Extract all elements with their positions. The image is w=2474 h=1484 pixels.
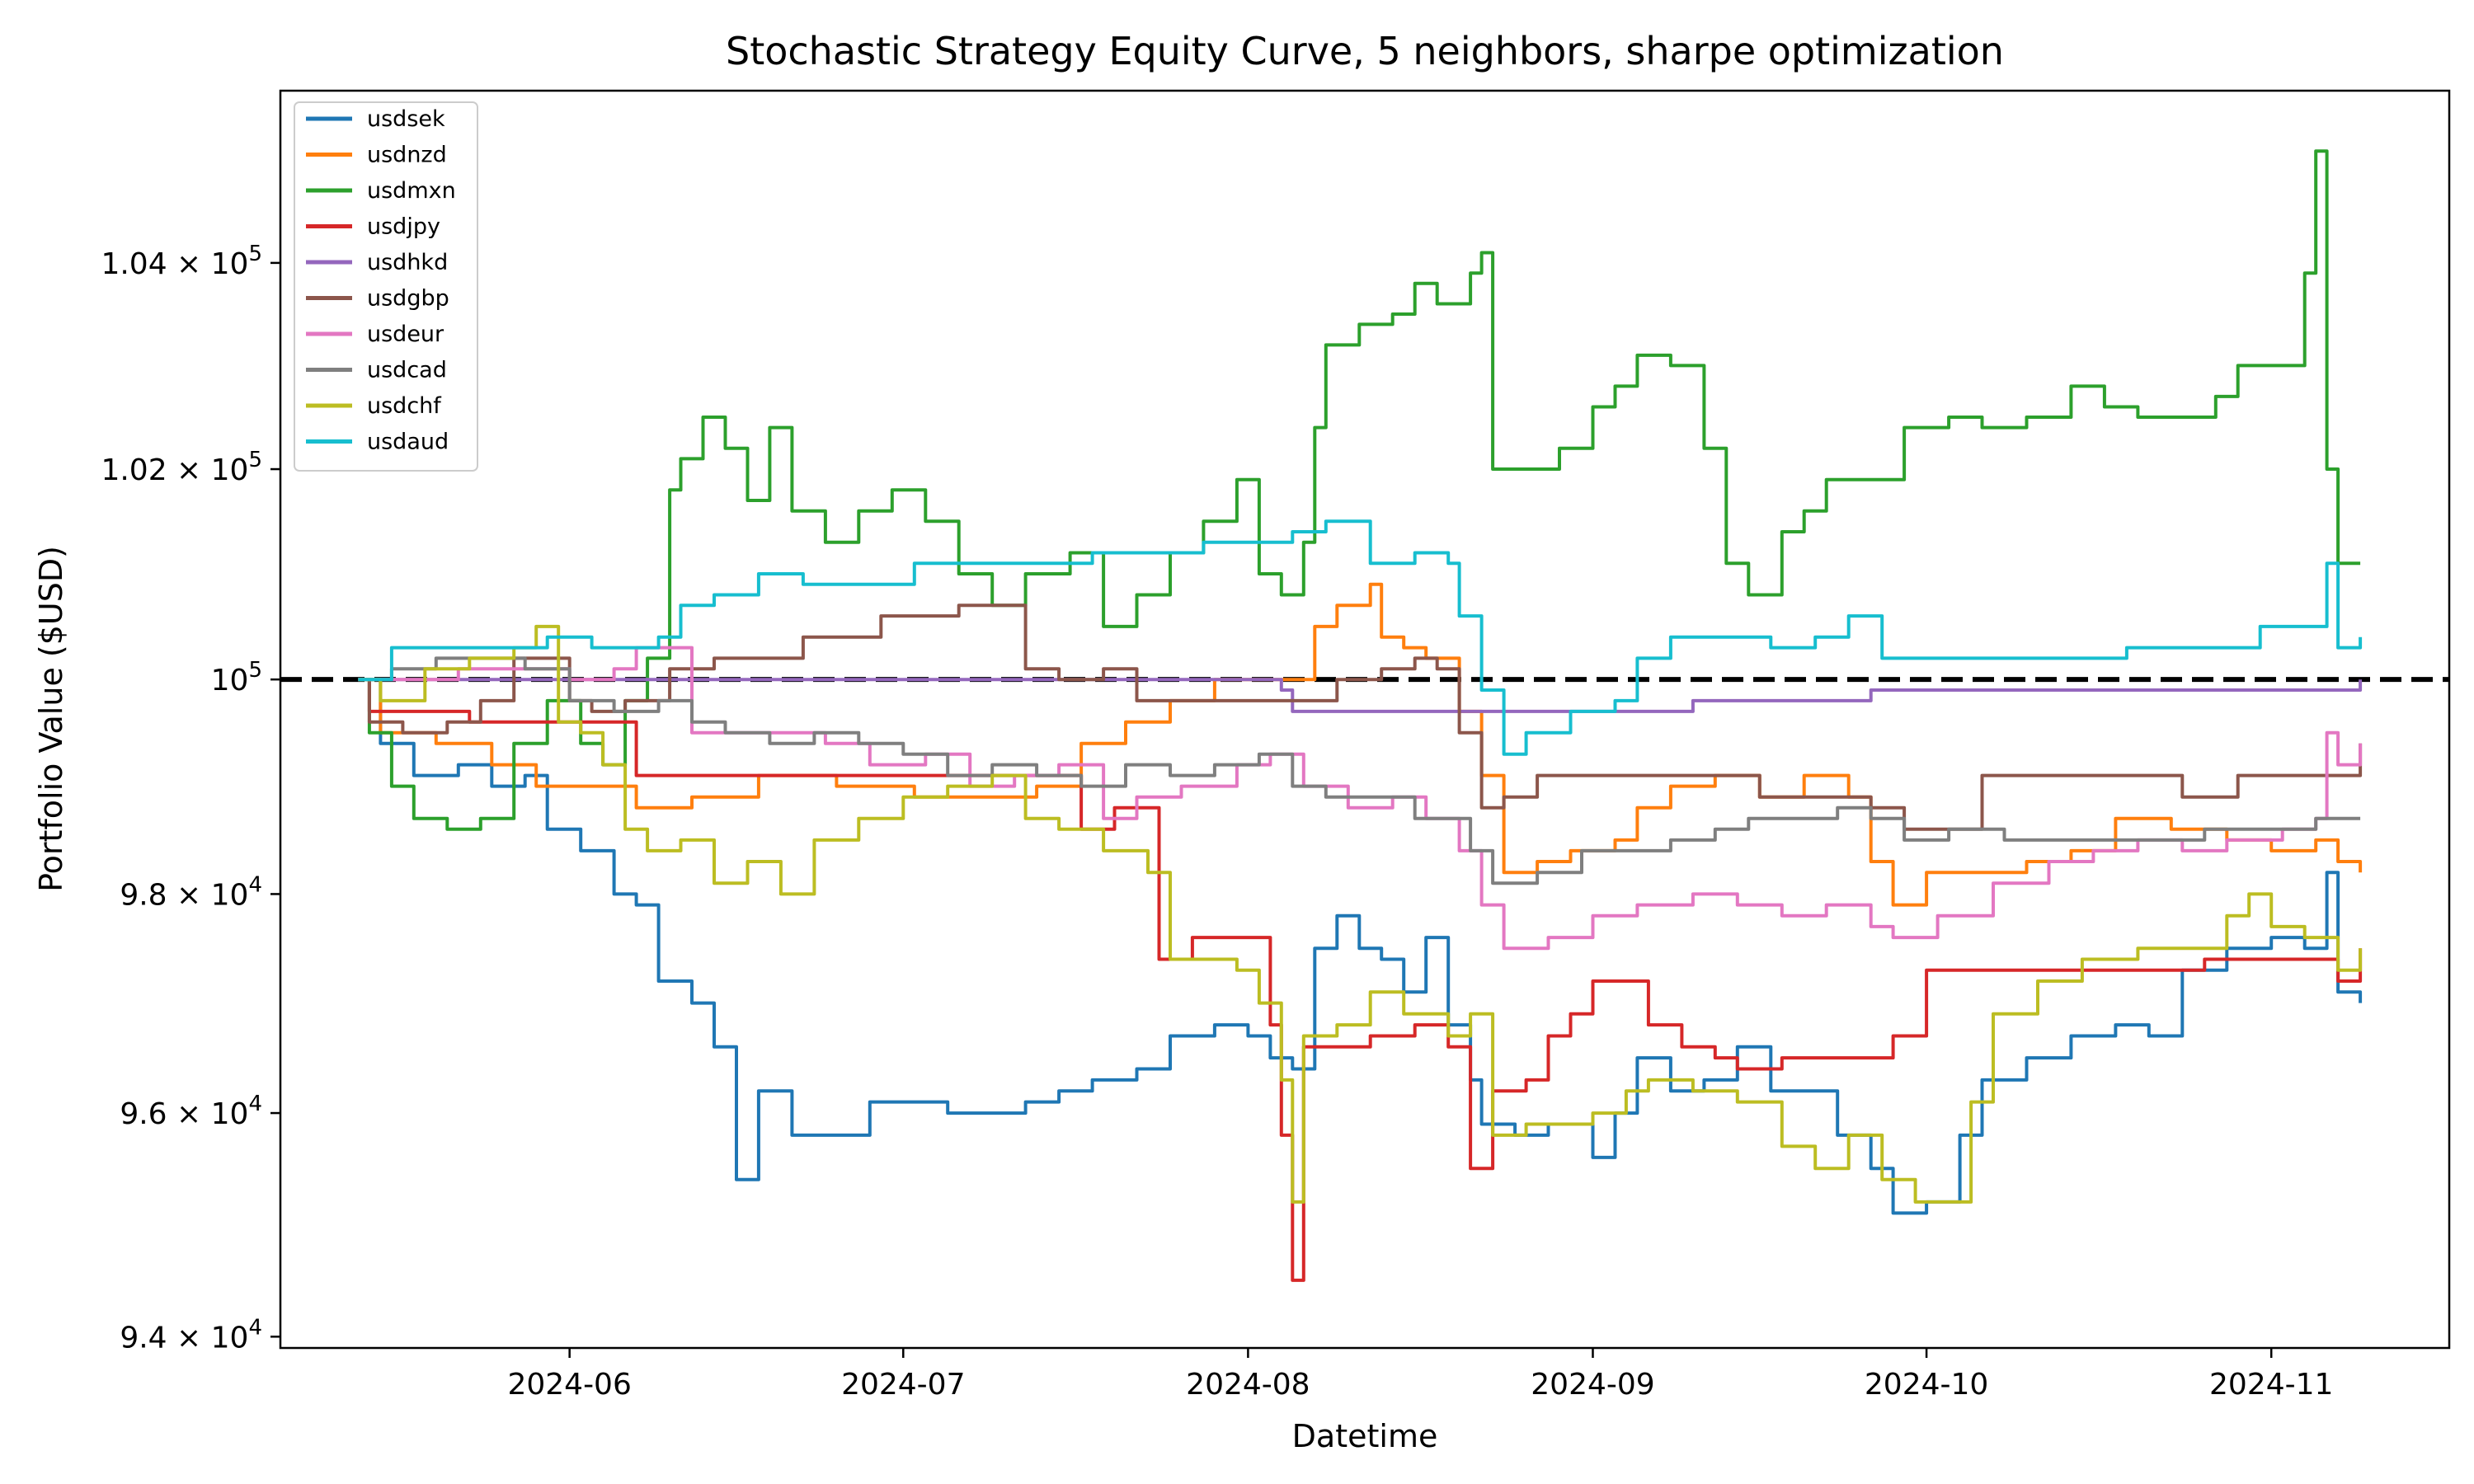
y-tick-label: 9.4 × 104: [120, 1315, 262, 1355]
y-tick-label: 9.6 × 104: [120, 1092, 262, 1131]
legend-label-usdchf: usdchf: [367, 393, 442, 419]
legend-label-usdjpy: usdjpy: [367, 214, 440, 240]
x-tick-label: 2024-07: [841, 1368, 965, 1402]
x-tick-label: 2024-11: [2209, 1368, 2333, 1402]
legend-label-usdhkd: usdhkd: [367, 250, 448, 275]
x-tick-label: 2024-09: [1531, 1368, 1654, 1402]
series-line-usdsek: [358, 678, 2363, 1215]
legend-label-usdmxn: usdmxn: [367, 178, 456, 204]
series-line-usdcad: [358, 656, 2361, 885]
chart-title: Stochastic Strategy Equity Curve, 5 neig…: [726, 29, 2004, 73]
x-tick-label: 2024-10: [1865, 1368, 1988, 1402]
plot-area: [279, 89, 2451, 1350]
legend-label-usdgbp: usdgbp: [367, 286, 449, 312]
legend-label-usdeur: usdeur: [367, 322, 444, 347]
series-layer: [358, 149, 2363, 1282]
series-line-usdaud: [358, 519, 2363, 756]
plot-frame: [279, 89, 2451, 1350]
y-axis-label: Portfolio Value ($USD): [33, 546, 69, 892]
y-tick-label: 1.02 × 105: [101, 448, 262, 487]
series-line-usdhkd: [358, 678, 2363, 713]
x-axis-label: Datetime: [1292, 1418, 1438, 1454]
legend-box: [294, 101, 478, 472]
x-tick-label: 2024-06: [507, 1368, 631, 1402]
y-tick-label: 9.8 × 104: [120, 872, 262, 912]
y-tick-label: 1.04 × 105: [101, 242, 262, 281]
y-tick-label: 105: [211, 658, 262, 697]
series-line-usdmxn: [358, 149, 2361, 831]
legend-label-usdaud: usdaud: [367, 430, 449, 455]
y-axis: 9.4 × 104 9.6 × 104 9.8 × 104 105 1.02 × 105…: [101, 242, 280, 1355]
x-tick-label: 2024-08: [1186, 1368, 1310, 1402]
series-line-usdnzd: [358, 582, 2363, 907]
legend-label-usdsek: usdsek: [367, 106, 445, 132]
series-line-usdchf: [358, 624, 2363, 1204]
x-axis: 2024-06 2024-07 2024-08 2024-09 2024-10 2024-…: [507, 1348, 2333, 1402]
legend-label-usdnzd: usdnzd: [367, 143, 447, 168]
legend: usdsek usdnzd usdmxn usdjpy usdhkd usdgbp usde…: [294, 101, 478, 472]
series-line-usdeur: [358, 646, 2363, 951]
legend-label-usdcad: usdcad: [367, 358, 447, 383]
